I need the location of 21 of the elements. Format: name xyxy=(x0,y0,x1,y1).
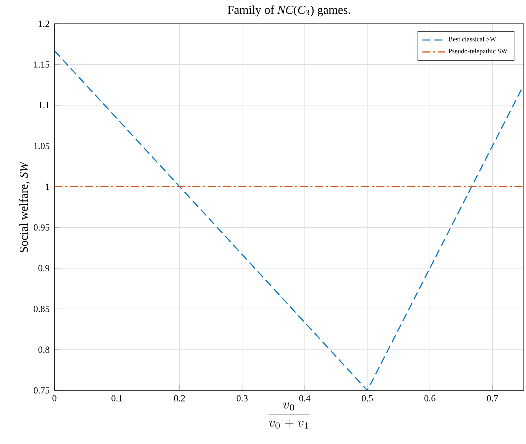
y-tick-label: 0.9 xyxy=(38,265,50,272)
x-tick-label: 0 xyxy=(52,395,57,402)
y-tick-label: 1.15 xyxy=(34,62,50,68)
y-tick-label: 0.8 xyxy=(38,346,50,354)
x-tick-label: 0.2 xyxy=(174,395,186,402)
x-tick-label: 0.6 xyxy=(424,395,436,402)
y-tick-label: 1 xyxy=(46,184,50,190)
y-tick-label: 1.2 xyxy=(39,20,50,28)
y-tick-label: 1.05 xyxy=(34,143,50,150)
y-tick-label: 0.85 xyxy=(34,306,50,312)
y-tick-label: 0.95 xyxy=(34,224,50,231)
x-axis-title: $\frac{v_0}{v_0+v_1}$ xyxy=(268,402,310,429)
y-tick-label: 0.75 xyxy=(34,387,50,394)
x-tick-label: 0.4 xyxy=(300,395,311,402)
x-tick-label: 0.5 xyxy=(362,395,374,402)
y-tick-label: 1.1 xyxy=(39,102,50,109)
y-axis-title: Social welfare, SW xyxy=(20,161,30,252)
chart-title: Family of NC(C$_{3}$) games. xyxy=(228,6,350,17)
x-tick-label: 0.1 xyxy=(112,395,123,402)
x-tick-label: 0.3 xyxy=(236,395,248,402)
x-tick-label: 0.7 xyxy=(487,395,498,402)
